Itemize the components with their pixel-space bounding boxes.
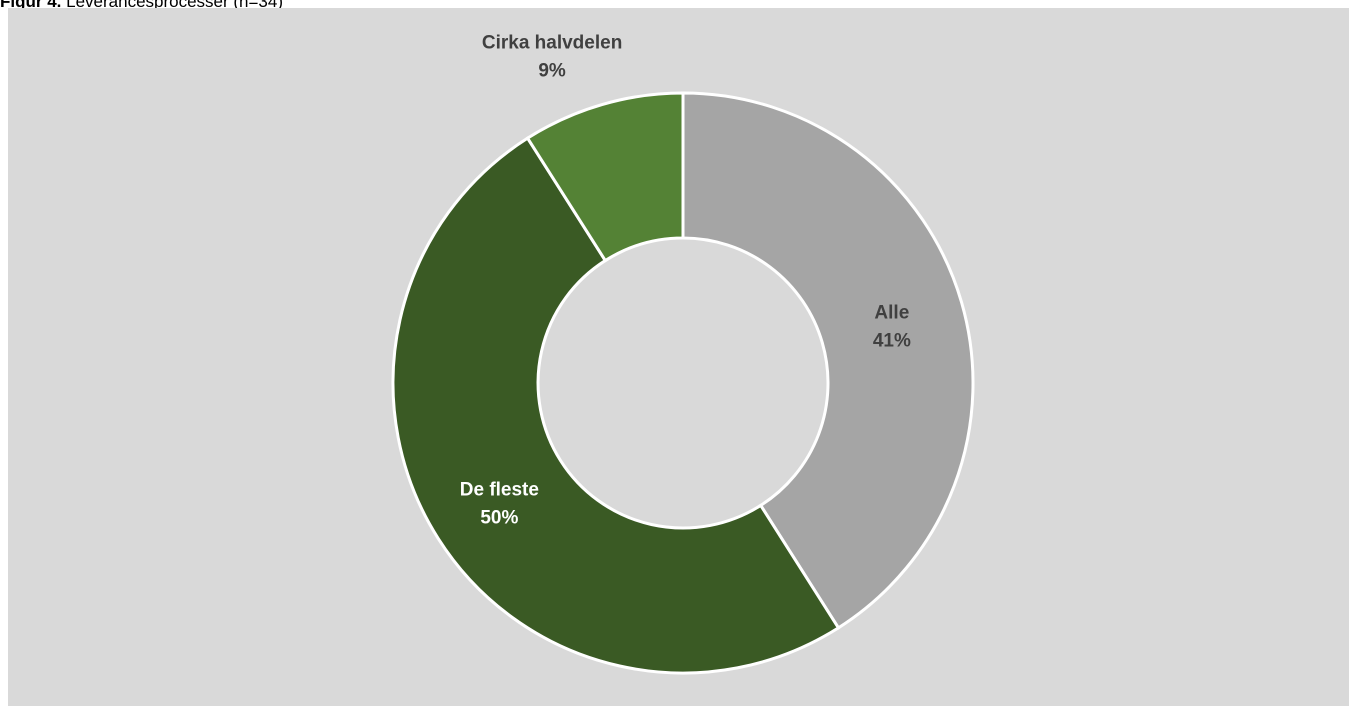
slice-percent-text: 9% [538, 61, 566, 82]
slice-label-de-fleste: De fleste 50% [460, 480, 539, 529]
slice-percent-text: 50% [480, 508, 518, 529]
slice-percent-text: 41% [873, 330, 911, 351]
chart-area: Alle 41% De fleste 50% Cirka halvdelen 9% [8, 8, 1349, 706]
donut-slice-cirka-halvdelen [525, 91, 685, 263]
figure-caption-text: Leverancesprocesser (n=34) [66, 0, 284, 11]
slice-category-text: De fleste [460, 480, 539, 501]
figure-caption-lead: Figur 4. [0, 0, 62, 11]
slice-label-alle: Alle 41% [873, 302, 911, 351]
figure-caption: Figur 4. Leverancesprocesser (n=34) [0, 0, 283, 12]
donut-chart: Alle 41% De fleste 50% Cirka halvdelen 9% [391, 33, 975, 675]
slice-category-text: Cirka halvdelen [482, 33, 622, 54]
slice-category-text: Alle [874, 302, 909, 323]
donut-slice-de-fleste [391, 136, 841, 675]
slice-label-cirka-halvdelen: Cirka halvdelen 9% [482, 33, 622, 82]
donut-slice-alle [681, 91, 975, 630]
